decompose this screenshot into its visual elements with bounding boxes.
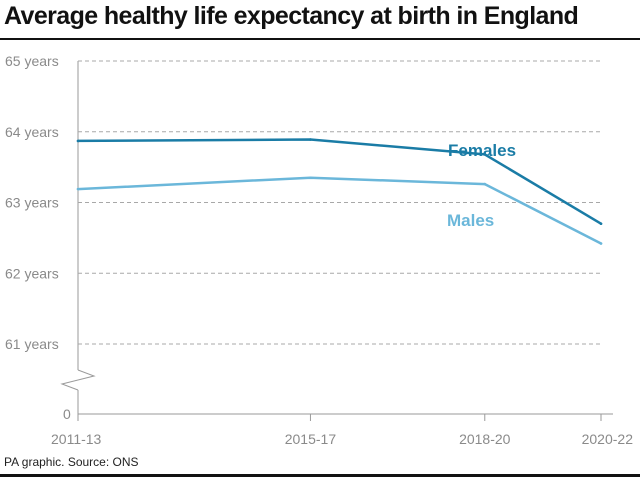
y-tick-label: 65 years	[5, 53, 59, 69]
x-tick-label: 2011-13	[51, 431, 102, 447]
data-point	[483, 182, 487, 186]
chart-title: Average healthy life expectancy at birth…	[4, 2, 579, 30]
series-label-females: Females	[448, 141, 516, 160]
title-bar: Average healthy life expectancy at birth…	[0, 0, 640, 40]
data-point	[599, 222, 603, 226]
data-point	[483, 153, 487, 156]
data-point	[309, 176, 312, 180]
x-tick-label: 2018-20	[459, 431, 511, 447]
series-line-females	[76, 138, 603, 225]
data-point	[599, 242, 603, 245]
data-point	[309, 138, 312, 141]
y-axis-break	[60, 369, 96, 391]
x-tick-label: 2015-17	[285, 431, 337, 447]
series-label-males: Males	[447, 211, 494, 230]
y-tick-label: 64 years	[5, 124, 59, 140]
data-point	[76, 139, 80, 143]
source-note: PA graphic. Source: ONS	[4, 455, 139, 469]
y-tick-label: 63 years	[5, 195, 59, 211]
x-tick-label: 2020-22	[582, 431, 634, 447]
y-tick-label: 62 years	[5, 265, 59, 281]
y-tick-label: 61 years	[5, 336, 59, 352]
series-line-males	[76, 176, 603, 245]
bottom-rule	[0, 474, 640, 477]
data-point	[76, 187, 80, 191]
y-tick-label: 0	[63, 406, 71, 422]
title-rule	[0, 38, 640, 40]
